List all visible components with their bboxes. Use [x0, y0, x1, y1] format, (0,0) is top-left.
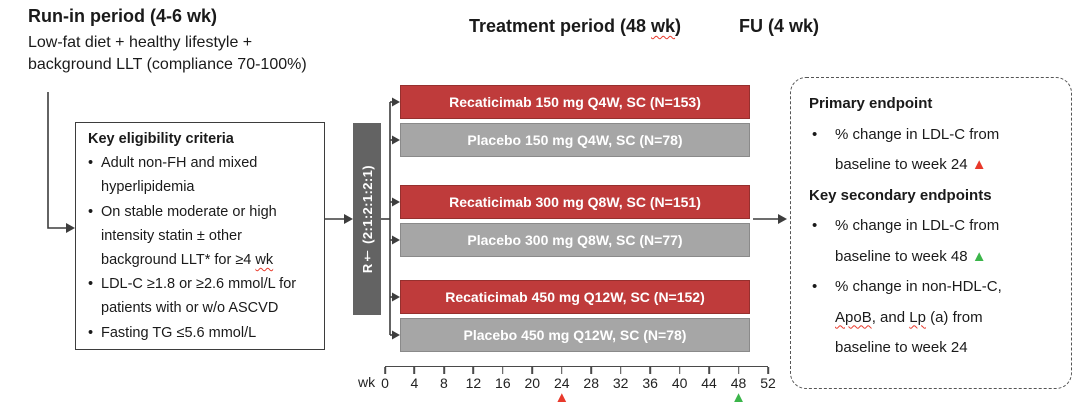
axis-tick: [767, 367, 769, 374]
eligibility-bullet-statin-cont1: intensity statin ± other: [101, 227, 242, 244]
eligibility-criteria-box: Key eligibility criteria Adult non-FH an…: [75, 122, 325, 350]
arm-recaticimab-150-q4w: Recaticimab 150 mg Q4W, SC (N=153): [400, 85, 750, 119]
axis-tick: [737, 367, 740, 374]
axis-tick: [531, 367, 534, 374]
axis-tick: [413, 367, 416, 374]
treatment-period-title: Treatment period (48 wk): [400, 16, 750, 37]
randomization-branch-lines: [381, 97, 400, 340]
randomization-ratio-label: R† (2:1:2:1:2:1): [359, 164, 375, 274]
axis-tick: [560, 367, 563, 374]
secondary-endpoint1-text: baseline to week 48: [835, 247, 972, 265]
runin-elbow-arrow: [47, 92, 75, 233]
treatment-title-wk: wk: [651, 16, 676, 36]
eligibility-bullet-population: Adult non-FH and mixed: [88, 151, 316, 175]
eligibility-title: Key eligibility criteria: [88, 131, 234, 147]
secondary-endpoint-bullet2: % change in non-HDL-C,: [809, 272, 1059, 303]
lp-text: Lp: [909, 308, 926, 326]
red-triangle-icon: ▲: [971, 156, 987, 173]
fu-period-title: FU (4 wk): [739, 16, 820, 36]
treatment-title-text: Treatment period (48: [468, 16, 652, 36]
axis-tick: [472, 367, 475, 374]
arms-to-endpoints-arrow: [753, 214, 787, 224]
primary-endpoint-bullet: % change in LDL-C from: [809, 120, 1059, 151]
axis-tick-label: 28: [583, 375, 600, 391]
apob-text: ApoB: [835, 308, 872, 326]
runin-subtitle: Low-fat diet + healthy lifestyle + backg…: [28, 32, 307, 76]
eligibility-bullet-statin: On stable moderate or high: [88, 200, 316, 224]
eligibility-bullet-ldlc-cont: patients with or w/o ASCVD: [101, 300, 279, 317]
secondary-endpoint2-mid-text: , and: [871, 308, 910, 326]
axis-tick: [590, 367, 593, 374]
axis-tick-label: 40: [671, 375, 688, 391]
eligibility-bullet-ldlc: LDL-C ≥1.8 or ≥2.6 mmol/L for: [88, 272, 316, 296]
axis-tick: [649, 367, 651, 374]
axis-tick-label: 4: [410, 375, 419, 391]
green-triangle-icon: ▲: [971, 247, 987, 265]
endpoints-box: Primary endpoint % change in LDL-C from …: [790, 77, 1072, 389]
primary-endpoint-title: Primary endpoint: [809, 95, 933, 112]
axis-tick-label: 20: [524, 375, 541, 391]
axis-tick-label: 12: [465, 375, 482, 391]
week-axis: ▲ ▲ 0 4 8 12 16 20 24 28 32 36 40 44 48 52: [381, 366, 776, 413]
axis-tick-label: 48: [730, 375, 747, 391]
axis-marker-week24-red: ▲: [554, 389, 570, 406]
axis-tick-label: 32: [612, 375, 629, 391]
secondary-endpoint2-post-text: (a) from: [925, 308, 983, 326]
axis-tick-label: 16: [495, 375, 511, 391]
secondary-endpoints-title: Key secondary endpoints: [809, 186, 992, 204]
secondary-endpoint-bullet2-cont2: baseline to week 24: [835, 339, 968, 356]
axis-tick-label: 52: [760, 375, 776, 391]
randomization-bar: R† (2:1:2:1:2:1): [353, 123, 381, 315]
eligibility-bullet-tg: Fasting TG ≤5.6 mmol/L: [88, 321, 316, 345]
axis-tick: [619, 367, 622, 374]
axis-tick: [384, 367, 386, 374]
axis-tick: [678, 367, 681, 374]
runin-period-title: Run-in period (4-6 wk): [28, 6, 217, 26]
axis-tick-label: 8: [440, 375, 448, 391]
arm-placebo-300-q8w: Placebo 300 mg Q8W, SC (N=77): [400, 223, 750, 257]
eligibility-bullet-statin-cont2: background LLT* for ≥4 wk: [88, 248, 316, 272]
runin-subtitle-line2: background LLT (compliance 70-100%): [28, 56, 307, 73]
arm-placebo-450-q12w: Placebo 450 mg Q12W, SC (N=78): [400, 318, 750, 352]
axis-tick: [502, 367, 504, 374]
treatment-title-close: ): [675, 16, 682, 36]
axis-marker-week48-green: ▲: [731, 389, 746, 406]
axis-tick-label: 24: [553, 375, 570, 391]
arm-recaticimab-450-q12w: Recaticimab 450 mg Q12W, SC (N=152): [400, 280, 750, 314]
secondary-endpoint-bullet1-cont: baseline to week 48 ▲: [809, 242, 1059, 273]
eligibility-bullet-population-cont: hyperlipidemia: [101, 179, 195, 196]
arm-recaticimab-300-q8w: Recaticimab 300 mg Q8W, SC (N=151): [400, 185, 750, 219]
axis-tick: [708, 367, 710, 374]
runin-subtitle-line1: Low-fat diet + healthy lifestyle +: [28, 34, 253, 51]
secondary-endpoint-bullet2-cont1: ApoB, and Lp (a) from: [809, 303, 1059, 334]
secondary-endpoint-bullet1: % change in LDL-C from: [809, 211, 1059, 242]
arm-placebo-150-q4w: Placebo 150 mg Q4W, SC (N=78): [400, 123, 750, 157]
primary-endpoint-bullet-cont: baseline to week 24 ▲: [809, 150, 1059, 181]
axis-tick: [443, 367, 445, 374]
eligibility-statin-wk: wk: [255, 252, 274, 269]
eligibility-statin-text: background LLT* for ≥4: [101, 252, 256, 269]
axis-tick-label: 0: [381, 375, 389, 391]
primary-endpoint-text: baseline to week 24: [835, 156, 972, 173]
week-axis-unit-label: wk: [358, 374, 376, 390]
axis-tick-label: 44: [701, 375, 717, 391]
eligibility-to-randomization-arrow: [325, 214, 353, 224]
axis-tick-label: 36: [642, 375, 658, 391]
